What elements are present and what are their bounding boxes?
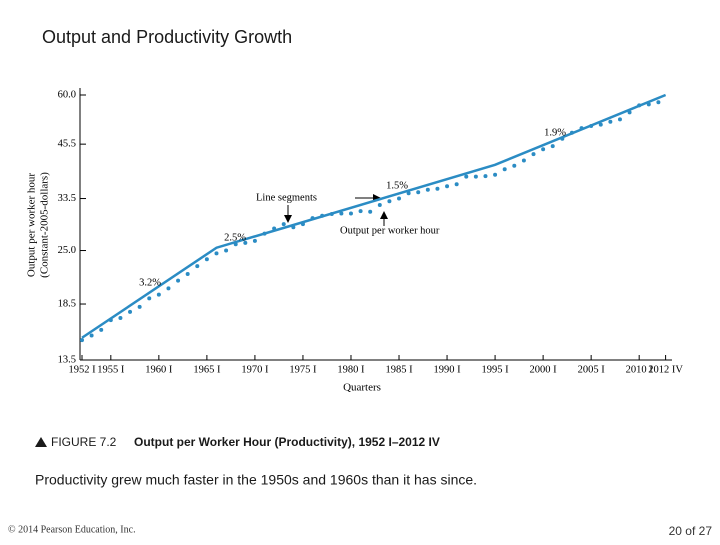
- x-tick-label: 1955 I: [97, 364, 125, 375]
- data-point: [454, 182, 459, 187]
- data-point: [512, 163, 517, 168]
- x-tick-label: 2005 I: [578, 364, 606, 375]
- slide-title: Output and Productivity Growth: [42, 27, 292, 47]
- x-tick-label: 1985 I: [385, 364, 413, 375]
- data-point: [473, 174, 478, 179]
- data-point: [128, 309, 133, 314]
- series-label: Line segments: [256, 192, 317, 203]
- figure-caption: Output per Worker Hour (Productivity), 1…: [134, 435, 440, 449]
- series-label: Output per worker hour: [340, 225, 440, 236]
- x-tick-label: 1980 I: [337, 364, 365, 375]
- y-tick-label: 18.5: [58, 298, 76, 309]
- data-point: [339, 211, 344, 216]
- data-point: [617, 117, 622, 122]
- x-tick-label: 2012 IV: [648, 364, 683, 375]
- y-tick-label: 60.0: [58, 89, 76, 100]
- data-point: [425, 187, 430, 192]
- x-tick-label: 2000 I: [530, 364, 558, 375]
- data-point: [464, 174, 469, 179]
- y-axis-label: Output per worker hour: [26, 173, 38, 278]
- growth-annotation: 3.2%: [139, 277, 161, 288]
- data-point: [89, 333, 94, 338]
- data-point: [531, 152, 536, 157]
- data-point: [252, 238, 257, 243]
- x-tick-label: 1970 I: [241, 364, 269, 375]
- data-point: [195, 264, 200, 269]
- data-point: [147, 296, 152, 301]
- x-tick-label: 1960 I: [145, 364, 173, 375]
- data-point: [368, 209, 373, 214]
- caption-icon: [35, 437, 47, 447]
- data-point: [137, 304, 142, 309]
- note: Productivity grew much faster in the 195…: [35, 472, 477, 488]
- y-axis-label: (Constant-2005-dollars): [39, 172, 51, 278]
- x-tick-label: 1965 I: [193, 364, 221, 375]
- data-point: [166, 286, 171, 291]
- line-series: [81, 93, 667, 339]
- data-point: [185, 272, 190, 277]
- x-tick-label: 2010 I: [626, 364, 654, 375]
- growth-annotation: 1.5%: [386, 180, 408, 191]
- data-point: [502, 167, 507, 172]
- y-tick-label: 45.5: [58, 139, 76, 150]
- data-point: [521, 158, 526, 163]
- x-tick-label: 1975 I: [289, 364, 317, 375]
- growth-annotation: 1.9%: [544, 127, 566, 138]
- data-point: [406, 191, 411, 196]
- data-point: [204, 257, 209, 262]
- y-tick-label: 33.5: [58, 193, 76, 204]
- data-point: [608, 119, 613, 124]
- data-point: [550, 144, 555, 149]
- x-tick-label: 1990 I: [433, 364, 461, 375]
- data-point: [493, 172, 498, 177]
- data-point: [176, 278, 181, 283]
- data-point: [435, 186, 440, 191]
- data-point: [118, 316, 123, 321]
- y-tick-label: 13.5: [58, 354, 76, 365]
- data-point: [377, 203, 382, 208]
- page-number: 20 of 27: [669, 524, 713, 538]
- data-point: [397, 196, 402, 201]
- x-axis-label: Quarters: [343, 382, 381, 394]
- x-tick-label: 1995 I: [482, 364, 510, 375]
- data-point: [358, 209, 363, 214]
- x-tick-label: 1952 I: [68, 364, 96, 375]
- data-point: [214, 251, 219, 256]
- data-point: [80, 338, 84, 343]
- growth-annotation: 2.5%: [224, 232, 246, 243]
- data-point: [541, 147, 546, 152]
- data-point: [445, 184, 450, 189]
- data-point: [281, 222, 286, 227]
- data-point: [156, 292, 161, 297]
- data-point: [348, 211, 353, 216]
- data-point: [598, 122, 603, 127]
- data-point: [224, 248, 229, 253]
- data-point: [99, 327, 104, 332]
- data-point: [243, 240, 248, 245]
- y-tick-label: 25.0: [58, 245, 76, 256]
- data-point: [416, 190, 421, 195]
- data-point: [387, 199, 392, 204]
- data-point: [483, 174, 488, 179]
- data-point: [656, 100, 661, 105]
- copyright: © 2014 Pearson Education, Inc.: [8, 524, 136, 535]
- figure-label: FIGURE 7.2: [51, 435, 117, 449]
